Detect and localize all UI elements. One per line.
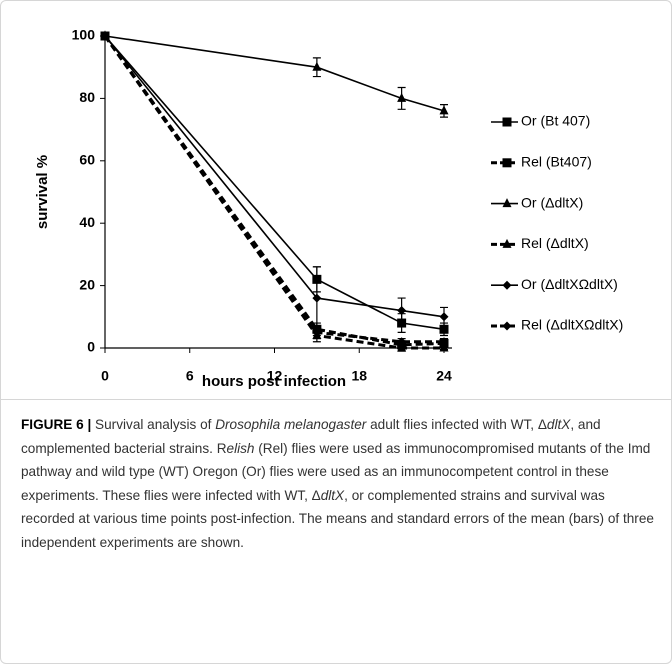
caption-text: Survival analysis of — [91, 417, 216, 432]
legend-marker — [502, 158, 512, 168]
legend-label: Rel (ΔdltXΩdltX) — [521, 317, 623, 333]
x-tick-label: 6 — [186, 368, 194, 384]
marker — [439, 337, 449, 347]
caption-text: , or complemented strains and survival w… — [21, 487, 654, 550]
x-tick-label: 12 — [267, 368, 283, 384]
y-tick-label: 20 — [79, 276, 95, 292]
series-line — [103, 35, 445, 347]
x-tick-label: 24 — [436, 368, 452, 384]
x-tick-label: 0 — [101, 368, 109, 384]
y-tick-label: 100 — [72, 27, 96, 43]
y-tick-label: 0 — [87, 339, 95, 355]
caption-italic: Drosophila melanogaster — [215, 417, 367, 432]
legend-label: Rel (Bt407) — [521, 154, 592, 170]
x-tick-label: 18 — [351, 368, 367, 384]
legend-label: Rel (ΔdltX) — [521, 235, 589, 251]
series-line — [104, 35, 445, 331]
caption-text: (Rel) flies were used as immunocompromis… — [21, 440, 651, 503]
marker — [439, 312, 449, 322]
marker — [397, 306, 407, 316]
marker — [312, 293, 322, 303]
marker — [397, 342, 407, 352]
y-tick-label: 60 — [79, 152, 95, 168]
caption: FIGURE 6 | Survival analysis of Drosophi… — [21, 413, 657, 554]
legend-marker — [502, 198, 512, 208]
y-tick-label: 80 — [79, 89, 95, 105]
marker — [397, 337, 407, 347]
x-axis-label: hours post infection — [202, 373, 346, 390]
series-line — [103, 35, 444, 350]
legend-marker — [502, 117, 512, 127]
caption-text: adult flies infected with WT, Δ — [366, 417, 547, 432]
chart: hours post infection survival % 02040608… — [34, 27, 623, 390]
series-line — [104, 35, 445, 112]
marker — [312, 61, 322, 71]
series-line — [104, 35, 445, 318]
y-axis-label: survival % — [34, 155, 51, 229]
y-tick-label: 40 — [79, 214, 95, 230]
legend-marker — [502, 321, 512, 331]
marker — [439, 342, 449, 352]
marker — [397, 92, 407, 102]
marker — [439, 324, 449, 334]
legend-marker — [502, 238, 512, 248]
separator — [1, 399, 671, 400]
caption-italic: dltX — [546, 417, 571, 432]
marker — [439, 105, 449, 115]
caption-italic: dltX — [320, 487, 345, 503]
legend-label: Or (ΔdltXΩdltX) — [521, 276, 618, 292]
legend-marker — [502, 280, 512, 290]
legend-label: Or (Bt 407) — [521, 113, 590, 129]
caption-italic: elish — [226, 440, 255, 456]
caption-label: FIGURE 6 | — [21, 417, 92, 432]
marker — [312, 327, 322, 337]
marker — [100, 31, 110, 41]
legend-label: Or (ΔdltX) — [521, 194, 583, 210]
caption-text: , and complemented bacterial strains. R — [21, 417, 601, 456]
series-line — [103, 35, 444, 344]
